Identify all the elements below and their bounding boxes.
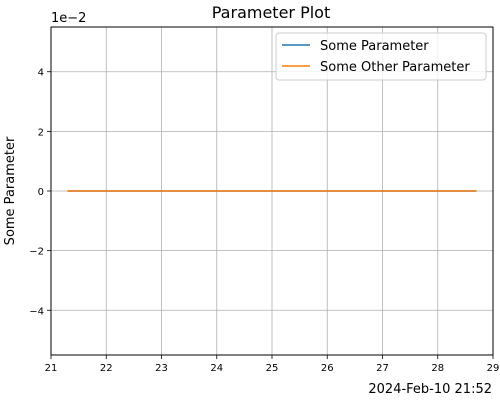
- y-tick-label-3: 2: [38, 127, 44, 138]
- x-tick-label-8: 29: [487, 363, 500, 374]
- x-tick-label-1: 22: [100, 363, 113, 374]
- y-tick-label-1: −2: [29, 247, 44, 258]
- x-tick-label-0: 21: [45, 363, 58, 374]
- x-tick-label-2: 23: [155, 363, 168, 374]
- y-tick-label-4: 4: [38, 68, 44, 79]
- y-axis-label: Some Parameter: [3, 136, 18, 245]
- x-tick-label-6: 27: [376, 363, 389, 374]
- y-offset-label: 1e−2: [51, 11, 86, 26]
- x-tick-label-3: 24: [210, 363, 223, 374]
- chart-title: Parameter Plot: [212, 3, 330, 22]
- legend: Some Parameter Some Other Parameter: [275, 32, 487, 81]
- x-corner-label: 2024-Feb-10 21:52: [368, 382, 492, 397]
- x-tick-label-7: 28: [431, 363, 444, 374]
- y-tick-label-0: −4: [29, 306, 44, 317]
- x-tick-label-4: 25: [266, 363, 279, 374]
- axis-ticks: 21 22 23 24 25 26 27 28 29−4−2024: [29, 68, 499, 374]
- legend-box: [275, 32, 487, 81]
- legend-label-some-parameter: Some Parameter: [320, 39, 429, 54]
- legend-label-some-other-parameter: Some Other Parameter: [320, 60, 470, 75]
- x-tick-label-5: 26: [321, 363, 334, 374]
- y-tick-label-2: 0: [38, 187, 44, 198]
